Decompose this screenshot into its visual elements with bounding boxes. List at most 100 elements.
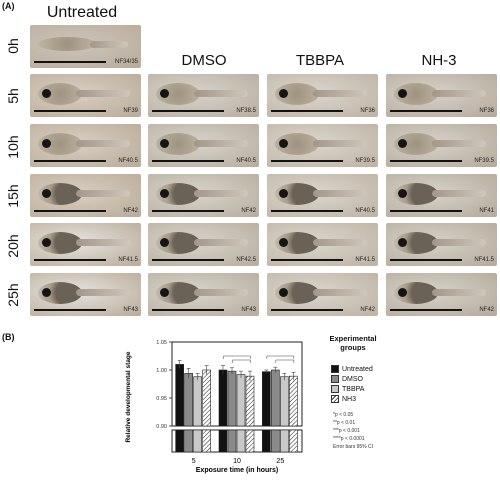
tadpole-photo-untreated-15h: NF42 bbox=[30, 174, 141, 217]
bar-lower-nh3-5 bbox=[202, 429, 211, 453]
stage-label: NF41.5 bbox=[355, 257, 375, 263]
stage-label: NF42 bbox=[123, 208, 138, 214]
tadpole-eye bbox=[160, 288, 169, 297]
developmental-stage-chart: 0.90 0.95 1.00 1.05 Relative developmental s… bbox=[120, 334, 500, 476]
tadpole-eye bbox=[279, 139, 288, 148]
tadpole-photo-untreated-5h: NF39 bbox=[30, 74, 141, 117]
stage-label: NF39.5 bbox=[355, 158, 375, 164]
bar-untreated-25 bbox=[262, 371, 271, 427]
scale-bar bbox=[390, 309, 462, 311]
bar-lower-nh3-10 bbox=[245, 429, 255, 453]
stage-label: NF36 bbox=[360, 108, 375, 114]
scale-bar bbox=[34, 259, 106, 261]
tadpole-tail bbox=[313, 140, 367, 147]
tadpole-eye bbox=[398, 139, 407, 148]
stage-label: NF42.5 bbox=[236, 257, 256, 263]
scale-bar bbox=[271, 110, 343, 112]
x-tick-label: 25 bbox=[276, 458, 284, 465]
tadpole-eye bbox=[279, 189, 288, 198]
scale-bar bbox=[390, 210, 462, 212]
tadpole-body bbox=[38, 183, 82, 205]
tadpole-body bbox=[38, 133, 82, 155]
tadpole-body bbox=[156, 83, 200, 105]
legend-label: Untreated bbox=[342, 365, 373, 373]
col-header-untreated: Untreated bbox=[46, 4, 118, 21]
row-header-25h: 25h bbox=[5, 283, 21, 307]
tadpole-body bbox=[275, 83, 319, 105]
tadpole-body bbox=[38, 282, 82, 304]
tadpole-eye bbox=[398, 89, 407, 98]
tadpole-body bbox=[156, 282, 200, 304]
tadpole-tail bbox=[90, 41, 128, 48]
col-header-tbbpa: TBBPA bbox=[295, 52, 345, 69]
significance-bracket bbox=[266, 355, 295, 359]
tadpole-tail bbox=[76, 90, 130, 97]
sig-note: Error bars 95% CI bbox=[333, 444, 374, 450]
significance-bracket bbox=[275, 359, 295, 363]
bar-nh3-10 bbox=[245, 375, 255, 427]
scale-bar bbox=[152, 160, 224, 162]
bar-nh3-5 bbox=[202, 369, 211, 427]
panel-a-label: (A) bbox=[2, 1, 15, 11]
bar-dmso-25 bbox=[271, 369, 280, 427]
tadpole-body bbox=[38, 232, 82, 254]
stage-label: NF43 bbox=[123, 307, 138, 313]
y-tick-label: 0.95 bbox=[156, 396, 167, 402]
bar-lower-dmso-25 bbox=[271, 429, 280, 453]
scale-bar bbox=[34, 61, 106, 63]
tadpole-tail bbox=[194, 239, 248, 246]
tadpole-photo-dmso-15h: NF42 bbox=[148, 174, 259, 217]
row-header-15h: 15h bbox=[5, 184, 21, 208]
legend-item-untreated: Untreated bbox=[331, 365, 373, 373]
stage-label: NF38.5 bbox=[236, 108, 256, 114]
x-tick-label: 10 bbox=[233, 458, 241, 465]
stage-label: NF34/35 bbox=[114, 59, 138, 65]
stage-label: NF42 bbox=[479, 307, 494, 313]
row-header-20h: 20h bbox=[5, 234, 21, 258]
scale-bar bbox=[271, 160, 343, 162]
legend-title-line1: Experimental bbox=[329, 334, 377, 343]
bar-lower-untreated-10 bbox=[218, 429, 228, 453]
legend-item-dmso: DMSO bbox=[331, 375, 363, 383]
tadpole-body bbox=[275, 133, 319, 155]
tadpole-body bbox=[38, 37, 96, 51]
stage-label: NF39.5 bbox=[474, 158, 494, 164]
y-tick-label: 0.90 bbox=[156, 424, 167, 430]
tadpole-photo-nh3-10h: NF39.5 bbox=[386, 124, 497, 167]
tadpole-photo-tbbpa-15h: NF40.5 bbox=[267, 174, 378, 217]
tadpole-eye bbox=[279, 288, 288, 297]
x-axis-label: Exposure time (in hours) bbox=[196, 467, 278, 474]
stage-label: NF40.5 bbox=[118, 158, 138, 164]
stage-label: NF40.5 bbox=[236, 158, 256, 164]
scale-bar bbox=[34, 160, 106, 162]
x-tick-label: 5 bbox=[192, 458, 196, 465]
scale-bar bbox=[34, 110, 106, 112]
tadpole-photo-tbbpa-20h: NF41.5 bbox=[267, 223, 378, 266]
stage-label: NF36 bbox=[479, 108, 494, 114]
bar-lower-dmso-5 bbox=[184, 429, 193, 453]
tadpole-body bbox=[275, 183, 319, 205]
tadpole-tail bbox=[194, 190, 248, 197]
bar-chart-svg: 0.90 0.95 1.00 1.05 Relative developmental s… bbox=[125, 340, 303, 474]
tadpole-body bbox=[394, 282, 438, 304]
tadpole-eye bbox=[398, 238, 407, 247]
tadpole-tail bbox=[76, 190, 130, 197]
scale-bar bbox=[390, 160, 462, 162]
bar-tbbpa-25 bbox=[280, 376, 289, 427]
tadpole-eye bbox=[42, 139, 51, 148]
tadpole-body bbox=[156, 133, 200, 155]
tadpole-body bbox=[394, 133, 438, 155]
tadpole-tail bbox=[432, 140, 486, 147]
tadpole-body bbox=[394, 83, 438, 105]
row-header-0h: 0h bbox=[5, 38, 21, 54]
tadpole-eye bbox=[279, 89, 288, 98]
tadpole-eye bbox=[160, 189, 169, 198]
tadpole-photo-tbbpa-25h: NF42 bbox=[267, 273, 378, 316]
y-tick-label: 1.05 bbox=[156, 340, 167, 346]
legend-swatch bbox=[331, 365, 339, 373]
tadpole-photo-tbbpa-5h: NF36 bbox=[267, 74, 378, 117]
col-header-dmso: DMSO bbox=[181, 52, 227, 69]
legend-label: TBBPA bbox=[342, 385, 365, 393]
tadpole-eye bbox=[42, 189, 51, 198]
tadpole-photo-nh3-25h: NF42 bbox=[386, 273, 497, 316]
